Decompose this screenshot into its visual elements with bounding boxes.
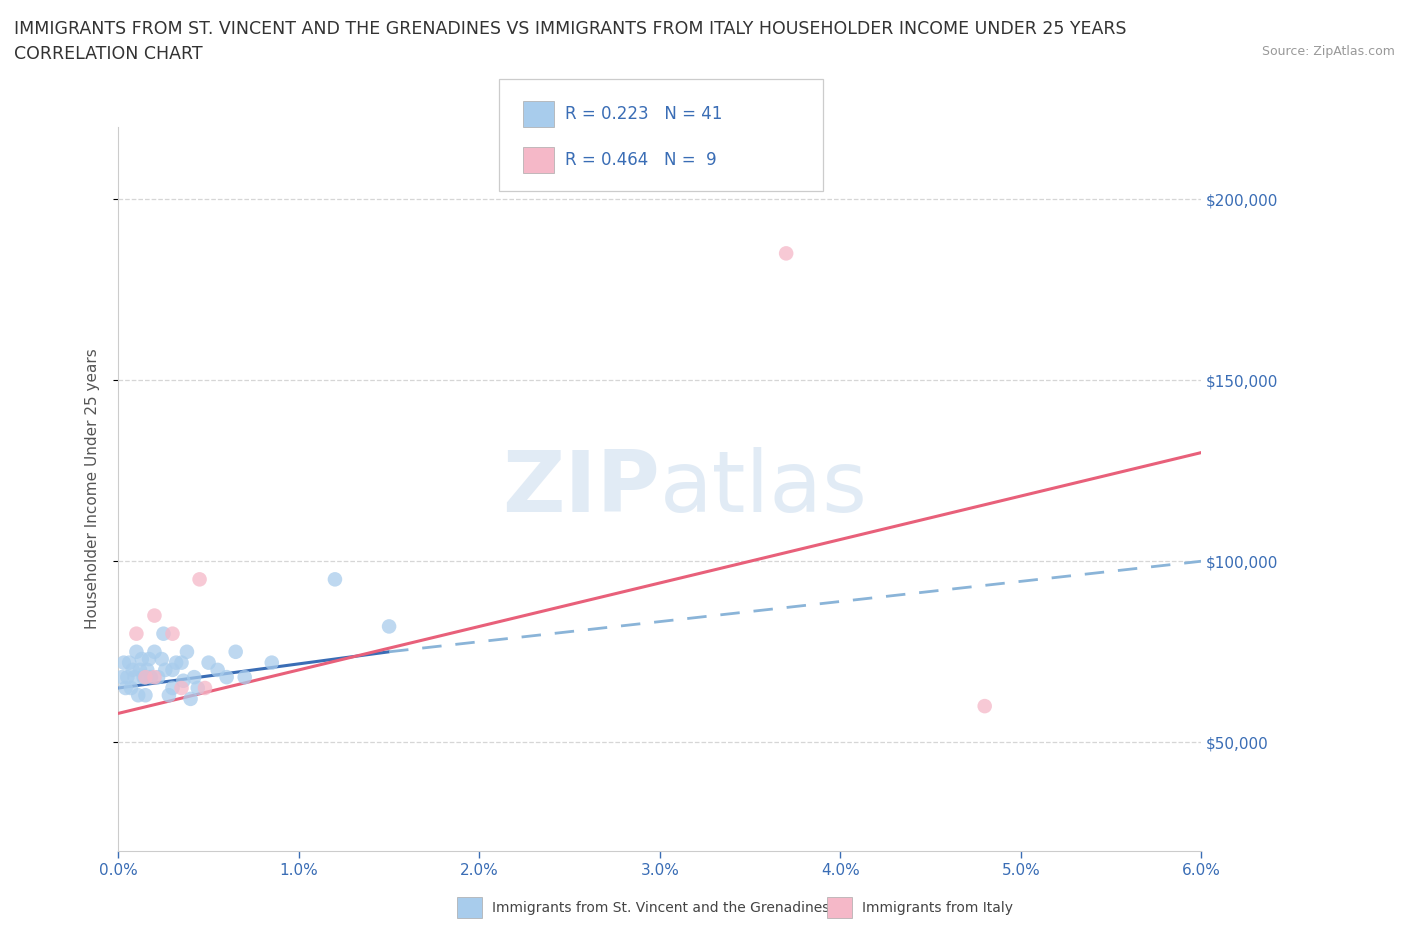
Text: IMMIGRANTS FROM ST. VINCENT AND THE GRENADINES VS IMMIGRANTS FROM ITALY HOUSEHOL: IMMIGRANTS FROM ST. VINCENT AND THE GREN… xyxy=(14,20,1126,38)
Point xyxy=(143,644,166,659)
Text: atlas: atlas xyxy=(659,447,868,530)
Point xyxy=(188,572,211,587)
Point xyxy=(162,662,184,677)
Point xyxy=(176,644,198,659)
Point xyxy=(187,681,209,696)
Point xyxy=(146,670,169,684)
Point xyxy=(162,681,184,696)
Point xyxy=(124,670,146,684)
Point xyxy=(260,656,283,671)
Point xyxy=(111,670,134,684)
Point xyxy=(131,652,153,667)
Point xyxy=(973,698,995,713)
Text: CORRELATION CHART: CORRELATION CHART xyxy=(14,45,202,62)
Point xyxy=(129,662,152,677)
Point xyxy=(225,644,247,659)
Point xyxy=(323,572,346,587)
Point xyxy=(207,662,229,677)
Point xyxy=(120,681,142,696)
Point xyxy=(134,688,156,703)
Point xyxy=(215,670,238,684)
Point xyxy=(183,670,205,684)
Point xyxy=(378,619,401,634)
Point xyxy=(125,644,148,659)
Point xyxy=(138,652,160,667)
Point xyxy=(157,688,180,703)
Text: Immigrants from St. Vincent and the Grenadines: Immigrants from St. Vincent and the Gren… xyxy=(492,900,830,915)
Point xyxy=(180,691,202,706)
Point xyxy=(150,652,173,667)
Point xyxy=(152,626,174,641)
Point xyxy=(117,670,139,684)
Point xyxy=(139,670,162,684)
Point xyxy=(134,670,156,684)
Text: ZIP: ZIP xyxy=(502,447,659,530)
Point xyxy=(162,626,184,641)
Point xyxy=(233,670,256,684)
Point xyxy=(775,246,797,260)
Point xyxy=(172,673,194,688)
Point xyxy=(125,626,148,641)
Point xyxy=(134,670,156,684)
Point xyxy=(165,656,187,671)
Point xyxy=(197,656,219,671)
Text: Immigrants from Italy: Immigrants from Italy xyxy=(862,900,1012,915)
Point xyxy=(143,670,166,684)
Point xyxy=(121,662,143,677)
Point xyxy=(143,608,166,623)
Text: R = 0.223   N = 41: R = 0.223 N = 41 xyxy=(565,105,723,124)
Point xyxy=(132,670,155,684)
Y-axis label: Householder Income Under 25 years: Householder Income Under 25 years xyxy=(86,349,100,630)
Text: Source: ZipAtlas.com: Source: ZipAtlas.com xyxy=(1261,45,1395,58)
Point xyxy=(136,662,159,677)
Point xyxy=(170,681,193,696)
Text: R = 0.464   N =  9: R = 0.464 N = 9 xyxy=(565,152,717,169)
Point xyxy=(170,656,193,671)
Point xyxy=(194,681,217,696)
Point xyxy=(127,688,149,703)
Point xyxy=(114,681,136,696)
Point xyxy=(155,662,177,677)
Point xyxy=(118,656,141,671)
Point xyxy=(112,656,135,671)
